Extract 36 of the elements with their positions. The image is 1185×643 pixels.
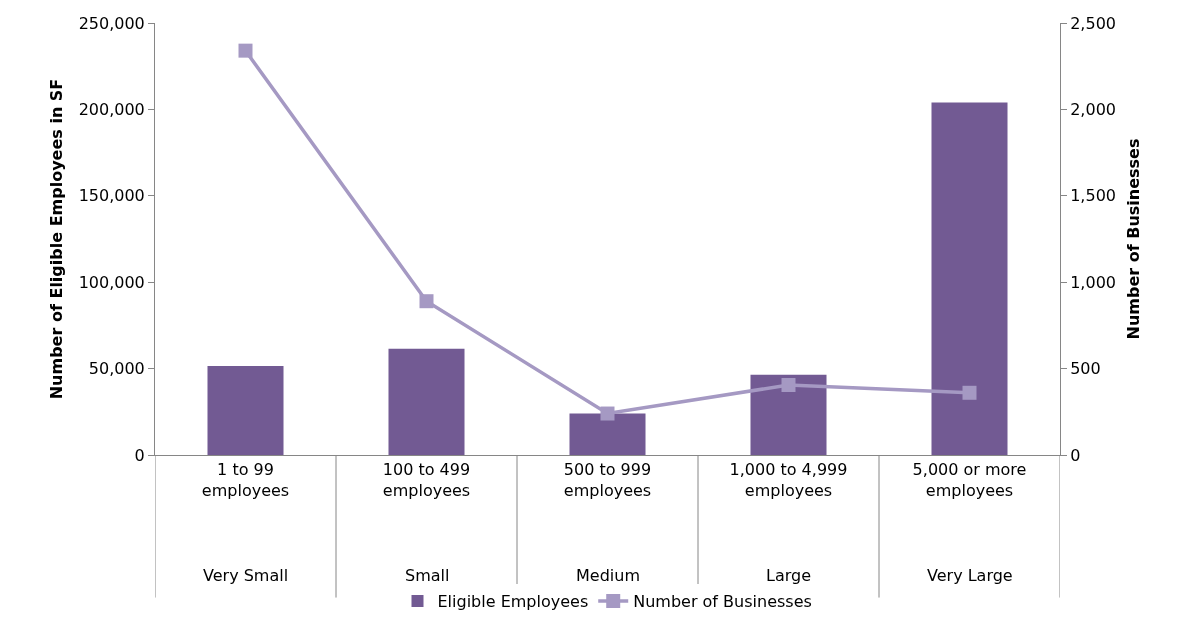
legend-label: Number of Businesses	[633, 592, 812, 612]
y2-tick-label: 1,500	[1070, 186, 1117, 206]
y2-tick-label: 2,500	[1070, 13, 1117, 33]
y2-axis-title: Number of Businesses	[1123, 138, 1143, 340]
bar	[207, 366, 284, 455]
y2-tick-label: 1,000	[1070, 272, 1117, 292]
point	[962, 385, 977, 400]
bar	[569, 413, 646, 455]
y-tick-label: 50,000	[88, 359, 145, 379]
point	[238, 43, 253, 58]
y-tick-label: 100,000	[78, 272, 145, 292]
y-axis-title: Number of Eligible Employees in SF	[46, 78, 66, 400]
y-tick-label: 150,000	[78, 186, 145, 206]
x-tick-label: 1 to 99 employees	[201, 460, 290, 500]
y-tick-label: 200,000	[78, 100, 145, 119]
y2-tick-label: 500	[1070, 359, 1101, 379]
point	[600, 406, 615, 421]
text: Very Large	[927, 566, 1013, 585]
x-tick-label: 1,000 to 4,999 employees	[729, 460, 848, 500]
text: Very Small	[203, 566, 289, 585]
point	[419, 294, 434, 309]
y2-tick-label: 2,000	[1070, 100, 1117, 119]
x-tick-label: 5,000 or more employees	[912, 460, 1027, 500]
x-tick-label: 100 to 499 employees	[382, 460, 471, 500]
bar	[750, 374, 827, 455]
y-tick-label: 250,000	[78, 13, 145, 33]
legend-label: Eligible Employees	[437, 592, 589, 612]
bar	[931, 102, 1008, 455]
x-tick-label: 500 to 999 employees	[563, 460, 652, 500]
y2-tick-label: 0	[1070, 445, 1081, 465]
text: Small	[405, 566, 450, 585]
text: Large	[766, 566, 812, 585]
bar	[388, 348, 465, 455]
y-tick-label: 0	[134, 445, 145, 465]
point	[781, 378, 796, 393]
text: Medium	[576, 566, 640, 585]
